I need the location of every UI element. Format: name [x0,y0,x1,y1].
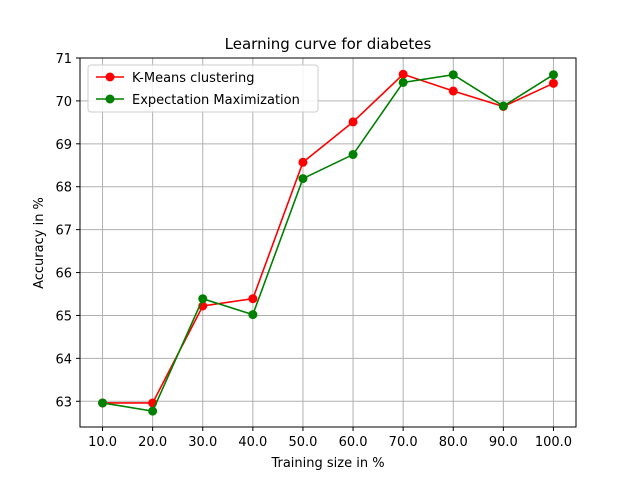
y-axis-ticks: 63 64 65 66 67 68 69 70 71 [55,52,80,410]
legend-item: K-Means clustering [96,71,255,86]
data-point [148,406,158,416]
x-tick-label: 40.0 [238,435,267,450]
data-point [448,70,458,80]
legend-swatch-marker [105,94,115,104]
x-tick-label: 20.0 [138,435,167,450]
chart-title: Learning curve for diabetes [225,35,432,53]
x-tick-label: 10.0 [88,435,117,450]
legend-box [87,64,319,113]
x-tick-label: 100.0 [535,435,572,450]
y-tick-label: 69 [55,138,72,153]
y-tick-label: 67 [55,224,72,239]
y-tick-label: 68 [55,181,72,196]
data-point [448,86,458,96]
y-axis-label: Accuracy in % [32,197,47,289]
data-point [398,69,408,79]
legend-item: Expectation Maximization [96,93,300,108]
x-tick-label: 30.0 [188,435,217,450]
x-axis-label: Training size in % [270,456,384,471]
y-tick-label: 64 [55,352,72,367]
y-tick-label: 66 [55,267,72,282]
y-tick-label: 65 [55,309,72,324]
x-tick-label: 50.0 [288,435,317,450]
plot-frame [79,57,577,428]
data-point [498,101,508,111]
data-point [248,310,258,320]
legend: K-Means clustering Expectation Maximizati… [87,64,319,113]
data-point [298,174,308,184]
series-line [102,73,554,413]
data-point [398,77,408,87]
series-1 [98,70,558,416]
data-point [348,150,358,160]
x-axis-ticks: 10.0 20.0 30.0 40.0 50.0 60.0 70.0 80.0 90.0 100.… [88,427,572,450]
x-tick-label: 70.0 [389,435,418,450]
data-point [348,117,358,127]
y-tick-label: 71 [55,52,72,67]
data-point [248,294,258,304]
legend-label: Expectation Maximization [132,93,300,108]
y-tick-label: 70 [55,95,72,110]
data-point [198,294,208,304]
x-tick-label: 60.0 [339,435,368,450]
data-point [298,157,308,167]
data-point [98,398,108,408]
x-tick-label: 80.0 [439,435,468,450]
x-tick-label: 90.0 [489,435,518,450]
legend-label: K-Means clustering [132,71,255,86]
data-point [548,70,558,80]
series-layer [98,69,558,416]
y-tick-label: 63 [55,395,72,410]
legend-swatch-marker [105,72,115,82]
data-point [548,78,558,88]
